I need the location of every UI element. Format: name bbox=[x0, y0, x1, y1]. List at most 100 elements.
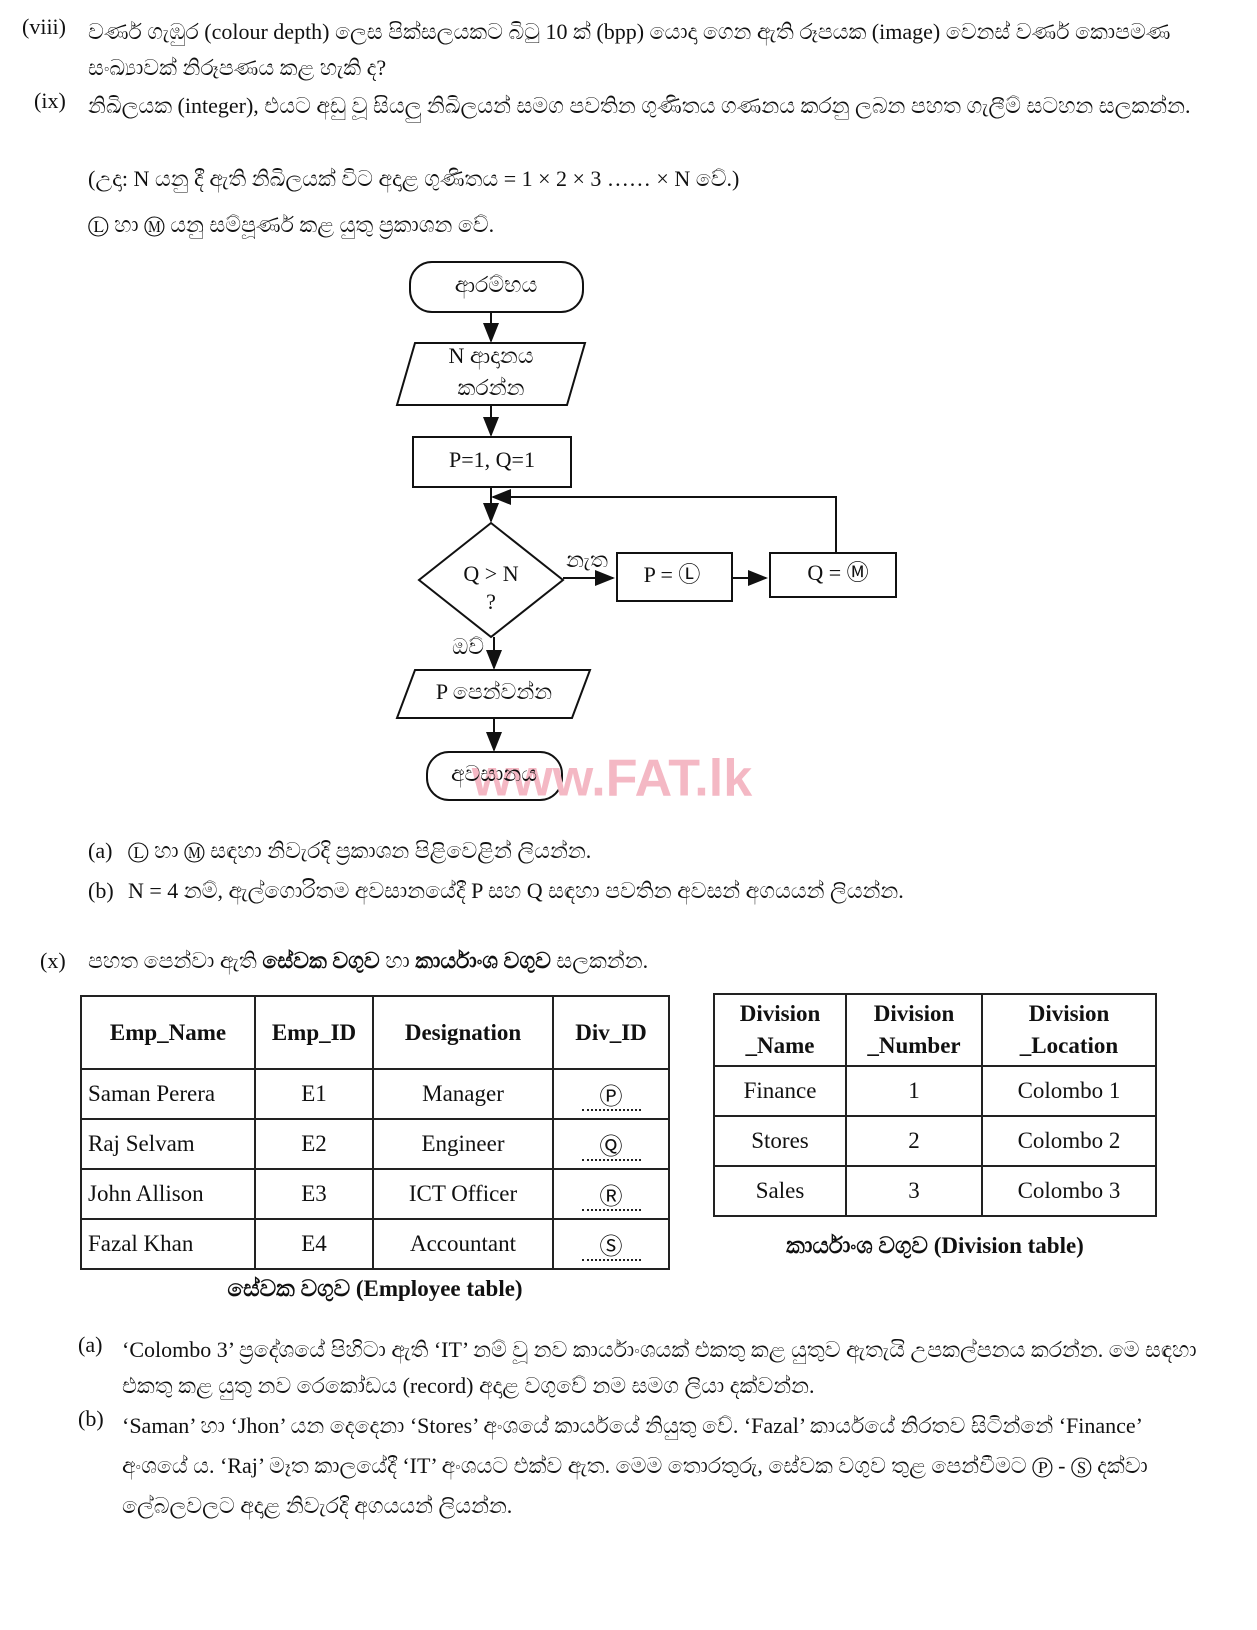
io-shape bbox=[395, 669, 592, 719]
q-number: (ix) bbox=[34, 88, 66, 113]
branch-label: නැත bbox=[566, 547, 608, 572]
row: Finance 1 Colombo 1 bbox=[713, 1065, 1157, 1117]
cell: Accountant bbox=[372, 1218, 554, 1270]
cell: Stores bbox=[713, 1115, 847, 1167]
decision bbox=[417, 521, 565, 639]
row: Sales 3 Colombo 3 bbox=[713, 1165, 1157, 1217]
text: සලකන්න. bbox=[550, 948, 649, 973]
header-line: Division bbox=[739, 1001, 821, 1026]
io-shape bbox=[395, 342, 587, 406]
process bbox=[769, 552, 897, 598]
header: Div_ID bbox=[552, 995, 670, 1070]
row: Stores 2 Colombo 2 bbox=[713, 1115, 1157, 1167]
node-label: අවසානය bbox=[451, 761, 537, 788]
label-blank: Ⓟ bbox=[581, 1084, 641, 1111]
caption: කාර්යාංශ වගුව (Division table) bbox=[713, 1233, 1157, 1259]
q-number: (x) bbox=[40, 948, 66, 973]
part-text: ‘Saman’ හා ‘Jhon’ යන දෙදෙනා ‘Stores’ අංශ… bbox=[122, 1413, 1148, 1518]
cell: Ⓠ bbox=[552, 1118, 670, 1170]
cell: Manager bbox=[372, 1068, 554, 1120]
cell: Colombo 1 bbox=[981, 1065, 1157, 1117]
part-label: (b) bbox=[78, 1406, 104, 1431]
node-label: P පෙන්වන්න bbox=[436, 679, 552, 704]
row: Fazal Khan E4 Accountant Ⓢ bbox=[80, 1218, 670, 1270]
header-line: Division bbox=[873, 1001, 955, 1026]
cell: Ⓢ bbox=[552, 1218, 670, 1270]
cell: E4 bbox=[254, 1218, 374, 1270]
cell: Saman Perera bbox=[80, 1068, 256, 1120]
text: කාර්යාංශ වගුව bbox=[415, 948, 551, 973]
q-number: (viii) bbox=[22, 14, 66, 39]
cell: Engineer bbox=[372, 1118, 554, 1170]
header: Designation bbox=[372, 995, 554, 1070]
employee-table: Emp_Name Emp_ID Designation Div_ID Saman Pe… bbox=[80, 995, 670, 1270]
text: (Employee table) bbox=[350, 1276, 523, 1301]
terminal bbox=[409, 261, 584, 313]
note: Ⓛ හා Ⓜ යනු සම්පූර්ණ කළ යුතු ප්‍රකාශන වේ. bbox=[88, 212, 495, 237]
header: Division _Name bbox=[713, 993, 847, 1067]
header: Emp_Name bbox=[80, 995, 256, 1070]
label-blank: Ⓢ bbox=[581, 1234, 641, 1261]
part-label: (b) bbox=[88, 878, 114, 903]
header-line: _Number bbox=[867, 1033, 961, 1058]
header: Division _Location bbox=[981, 993, 1157, 1067]
cell: E1 bbox=[254, 1068, 374, 1120]
division-table: Division _Name Division _Number Division _Loc… bbox=[713, 993, 1157, 1217]
cell: Ⓡ bbox=[552, 1168, 670, 1220]
text: පහත පෙන්වා ඇති bbox=[88, 948, 263, 973]
node-label: ආරම්භය bbox=[455, 272, 538, 299]
row: Saman Perera E1 Manager Ⓟ bbox=[80, 1068, 670, 1120]
branch-label: ඔව් bbox=[452, 634, 484, 659]
label-blank: Ⓡ bbox=[581, 1184, 641, 1211]
text: සේවක වගුව bbox=[227, 1276, 351, 1301]
q-text: පහත පෙන්වා ඇති සේවක වගුව හා කාර්යාංශ වගු… bbox=[88, 948, 648, 974]
node-label: P=1, Q=1 bbox=[449, 447, 535, 472]
watermark: www.FAT.lk bbox=[471, 750, 752, 808]
caption: සේවක වගුව (Employee table) bbox=[80, 1276, 670, 1302]
label-blank: Ⓠ bbox=[581, 1134, 641, 1161]
part-label: (a) bbox=[78, 1332, 103, 1357]
cell: 1 bbox=[845, 1065, 983, 1117]
header: Division _Number bbox=[845, 993, 983, 1067]
cell: ICT Officer bbox=[372, 1168, 554, 1220]
node-label: Q > N bbox=[463, 561, 518, 586]
cell: Colombo 2 bbox=[981, 1115, 1157, 1167]
example: (උදා: N යනු දී ඇති නිඛිලයක් විට අදාළ ගුණ… bbox=[88, 166, 740, 191]
loop-arrow bbox=[491, 489, 837, 553]
cell: 3 bbox=[845, 1165, 983, 1217]
cell: E3 bbox=[254, 1168, 374, 1220]
text: හා bbox=[379, 948, 416, 973]
row: Raj Selvam E2 Engineer Ⓠ bbox=[80, 1118, 670, 1170]
cell: Ⓟ bbox=[552, 1068, 670, 1120]
node-label: ? bbox=[486, 589, 496, 614]
cell: Colombo 3 bbox=[981, 1165, 1157, 1217]
flowchart: www.FAT.lk ආරම්භය N ආදානය කරන්න P=1, Q=1… bbox=[395, 261, 897, 808]
q-text: නිඛිලයක (integer), එයට අඩු වූ සියලු නිඛි… bbox=[88, 93, 1191, 118]
header-line: Division bbox=[1028, 1001, 1110, 1026]
node-label: කරන්න bbox=[458, 375, 525, 400]
cell: John Allison bbox=[80, 1168, 256, 1220]
cell: E2 bbox=[254, 1118, 374, 1170]
header-line: _Location bbox=[1019, 1033, 1119, 1058]
terminal bbox=[426, 751, 563, 801]
cell: Finance bbox=[713, 1065, 847, 1117]
part-text: ‘Colombo 3’ ප්‍රදේශයේ පිහිටා ඇති ‘IT’ නම… bbox=[122, 1337, 1197, 1398]
part-text: Ⓛ හා Ⓜ සඳහා නිවැරදි ප්‍රකාශන පිළිවෙළින් … bbox=[128, 838, 592, 863]
cell: Fazal Khan bbox=[80, 1218, 256, 1270]
node-label: P = Ⓛ bbox=[644, 562, 701, 587]
text: (Division table) bbox=[927, 1233, 1084, 1258]
header-line: _Name bbox=[745, 1033, 815, 1058]
text: කාර්යාංශ වගුව bbox=[786, 1233, 928, 1258]
cell: 2 bbox=[845, 1115, 983, 1167]
node-label: Q = Ⓜ bbox=[807, 560, 868, 585]
header: Emp_ID bbox=[254, 995, 374, 1070]
cell: Raj Selvam bbox=[80, 1118, 256, 1170]
node-label: N ආදානය bbox=[448, 343, 533, 370]
q-text: වර්ණ ගැඹුර (colour depth) ලෙස පික්සලයකට … bbox=[88, 19, 1171, 80]
text: සේවක වගුව bbox=[262, 948, 380, 973]
row: John Allison E3 ICT Officer Ⓡ bbox=[80, 1168, 670, 1220]
part-label: (a) bbox=[88, 838, 113, 863]
cell: Sales bbox=[713, 1165, 847, 1217]
part-text: N = 4 නම්, ඇල්ගොරිතම අවසානයේදී P සහ Q සඳ… bbox=[128, 878, 904, 903]
